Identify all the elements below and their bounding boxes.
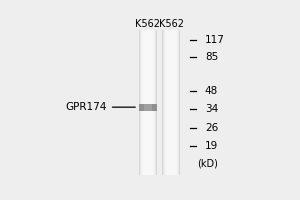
Text: 117: 117 <box>205 35 225 45</box>
Bar <box>139 30 157 175</box>
Bar <box>144 104 152 111</box>
Bar <box>142 30 154 175</box>
Bar <box>141 30 154 175</box>
Bar <box>169 30 173 175</box>
Bar <box>166 30 177 175</box>
Bar <box>147 30 149 175</box>
Bar <box>141 30 155 175</box>
Bar <box>164 30 178 175</box>
Bar <box>165 30 177 175</box>
Text: 26: 26 <box>205 123 218 133</box>
Text: K562: K562 <box>159 19 184 29</box>
Bar <box>140 30 155 175</box>
Bar <box>163 30 179 175</box>
Text: 34: 34 <box>205 104 218 114</box>
Bar <box>146 30 150 175</box>
Bar <box>168 30 174 175</box>
Bar <box>167 30 176 175</box>
Bar <box>168 30 175 175</box>
Bar <box>146 30 150 175</box>
Bar <box>163 30 180 175</box>
Bar <box>139 30 157 175</box>
Text: 48: 48 <box>205 86 218 96</box>
Bar <box>145 30 152 175</box>
Bar <box>145 30 151 175</box>
Text: 19: 19 <box>205 141 218 151</box>
Text: GPR174: GPR174 <box>66 102 107 112</box>
Bar <box>166 30 176 175</box>
Bar <box>140 30 156 175</box>
Bar <box>163 30 180 175</box>
Bar <box>163 30 179 175</box>
Bar <box>145 30 151 175</box>
Bar <box>164 30 178 175</box>
Bar <box>165 30 178 175</box>
Bar <box>139 104 157 111</box>
Bar <box>143 30 153 175</box>
Bar <box>140 30 156 175</box>
Bar <box>142 30 154 175</box>
Bar <box>170 30 172 175</box>
Bar <box>171 30 172 175</box>
Bar <box>144 30 152 175</box>
Bar <box>169 30 174 175</box>
Text: (kD): (kD) <box>197 158 218 168</box>
Text: K562: K562 <box>135 19 161 29</box>
Bar <box>170 30 172 175</box>
Bar <box>144 30 152 175</box>
Bar <box>169 30 173 175</box>
Bar <box>147 30 149 175</box>
Bar <box>143 30 153 175</box>
Text: 85: 85 <box>205 52 218 62</box>
Bar <box>167 30 176 175</box>
Bar <box>167 30 175 175</box>
